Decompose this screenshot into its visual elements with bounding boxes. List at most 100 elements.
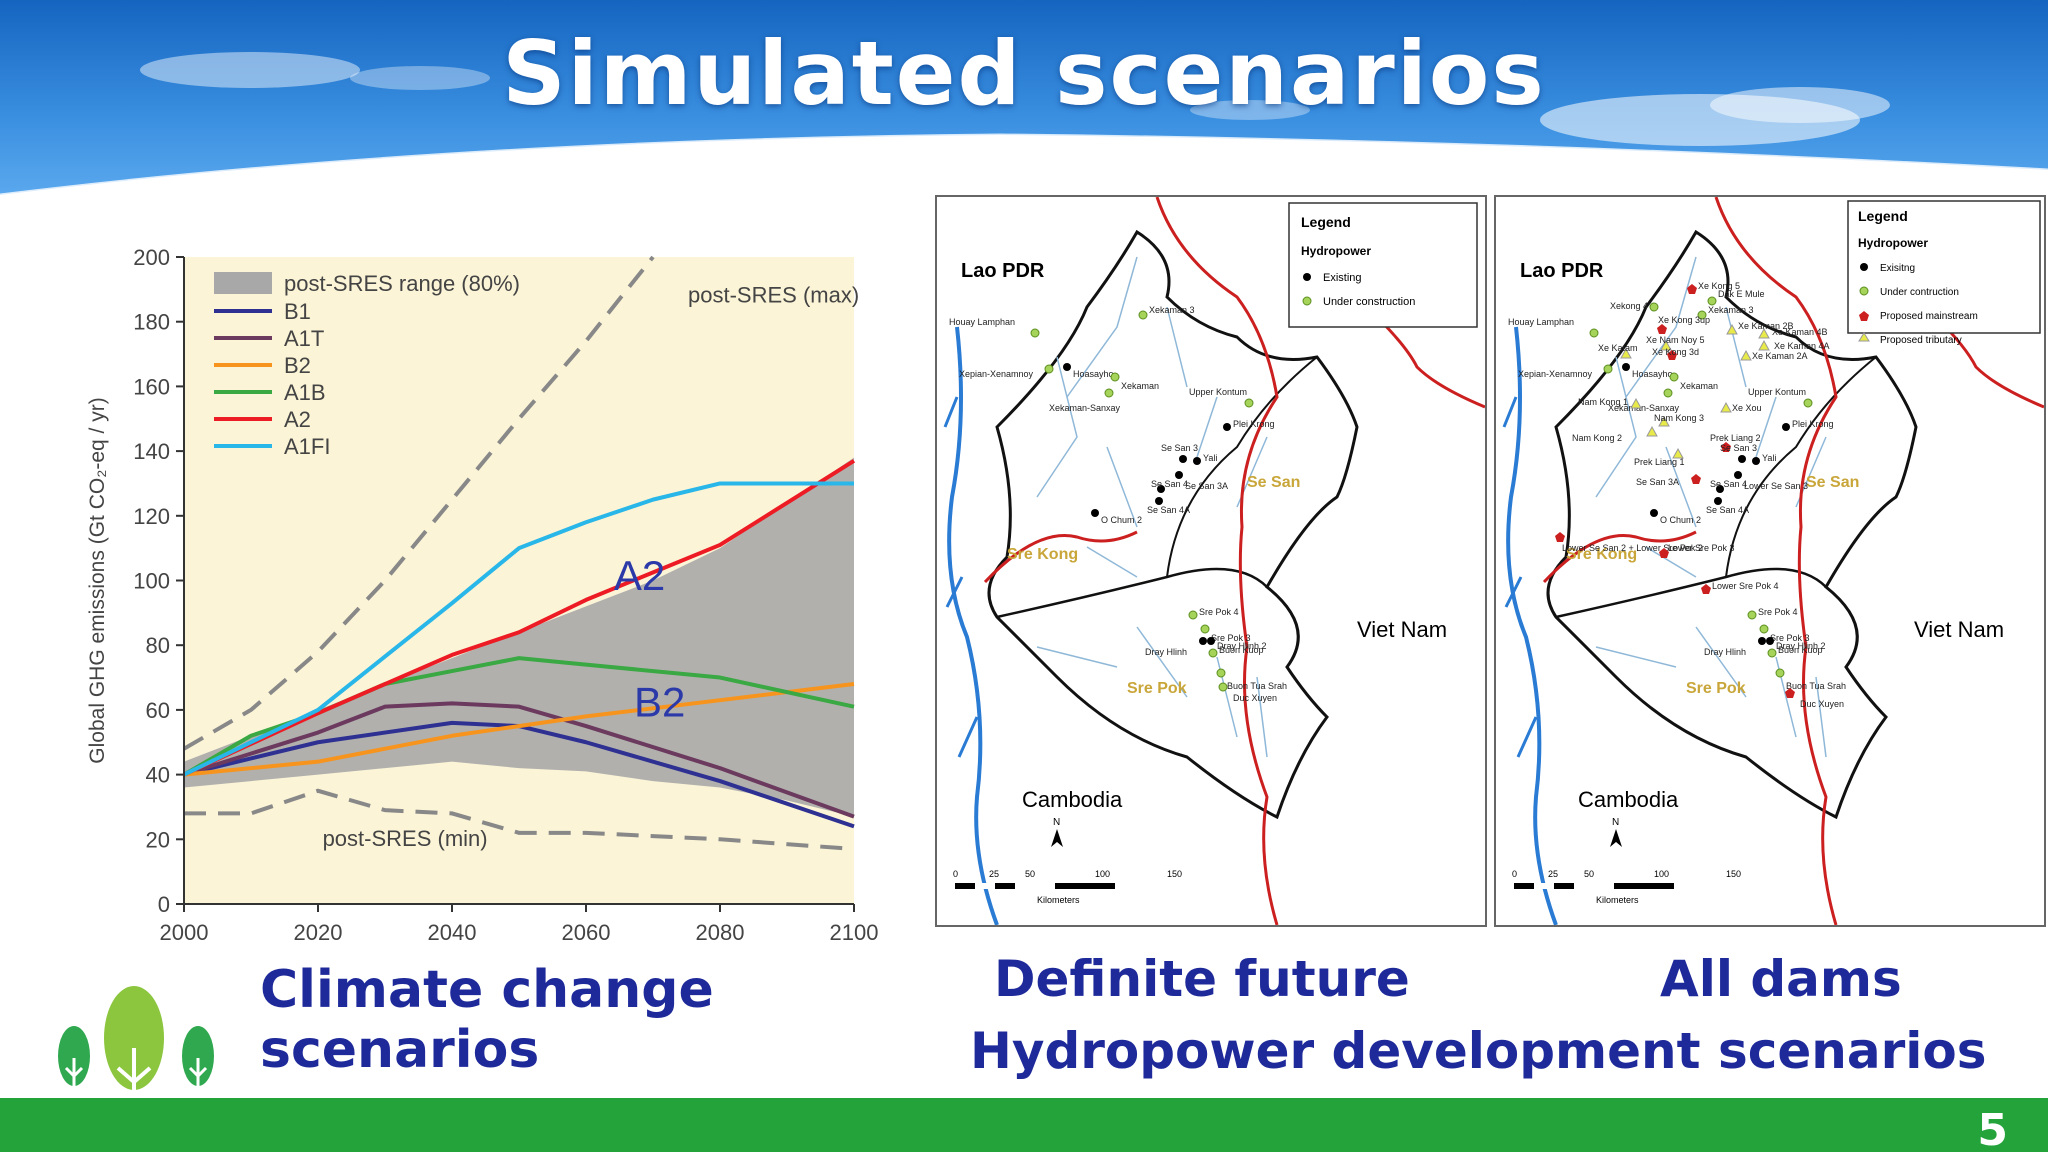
north-arrow-icon (1610, 829, 1622, 847)
dam-label: Lower Se San 2 + Lower Sre Pok 2 (1562, 543, 1703, 553)
dam-marker (1188, 610, 1198, 620)
river-label: Sre Kong (1007, 546, 1078, 563)
dam-marker (1672, 447, 1684, 459)
svg-text:25: 25 (989, 869, 999, 879)
footer-bar (0, 1098, 2048, 1152)
dam-marker (1775, 668, 1785, 678)
dam-marker (1716, 485, 1724, 493)
country-label: Lao PDR (1520, 260, 1604, 282)
dam-label: Nam Kong 1 (1578, 397, 1628, 407)
dam-label: Dray Hlinh (1145, 647, 1187, 657)
dam-marker (1157, 485, 1165, 493)
dam-label: Se San 3 (1720, 443, 1757, 453)
dam-marker (1663, 388, 1673, 398)
dam-marker (1669, 372, 1679, 382)
slide-title: Simulated scenarios (502, 22, 1546, 125)
dam-label: Yali (1203, 453, 1217, 463)
y-tick-label: 60 (146, 698, 170, 723)
mekong-river (1506, 326, 1558, 926)
dam-label: Duc Xuyen (1233, 693, 1277, 703)
dam-marker (1803, 398, 1813, 408)
svg-text:0: 0 (953, 869, 958, 879)
dam-label: Xe Kong 5 (1698, 281, 1740, 291)
dam-marker (1200, 624, 1210, 634)
legend-item: Under contruction (1880, 287, 1959, 298)
map-svg-all: Legend Hydropower Exisitng Under contruc… (1502, 196, 2045, 926)
dam-label: Dak E Mule (1718, 289, 1765, 299)
dam-label: Xekaman (1121, 381, 1159, 391)
dam-marker (1649, 302, 1659, 312)
dam-marker (1659, 548, 1669, 558)
y-tick-label: 80 (146, 633, 170, 658)
existing-dam-icon (1860, 263, 1868, 271)
header-banner: Simulated scenarios (0, 0, 2048, 200)
dam-label: Xe Kaman 4B (1772, 327, 1828, 337)
svg-text:100: 100 (1095, 869, 1110, 879)
sky-background (0, 0, 2048, 197)
dam-label: Se San 4 (1710, 479, 1747, 489)
legend-item: Proposed tributary (1880, 335, 1962, 346)
legend-item: Under construction (1323, 296, 1415, 308)
dam-marker (1044, 364, 1054, 374)
dam-label: Xepian-Xenamnoy (1518, 369, 1593, 379)
dam-marker (1721, 442, 1731, 452)
dam-label: Se San 4A (1706, 505, 1749, 515)
legend-label: B2 (284, 353, 311, 378)
y-tick-label: 0 (158, 892, 170, 917)
annotation-series-label: A2 (614, 552, 665, 599)
dam-label: Buon Kuop (1778, 645, 1823, 655)
legend-label: A1B (284, 380, 326, 405)
river-label: Sre Pok (1127, 680, 1187, 697)
caption-line: Climate change (260, 960, 714, 1020)
svg-text:0: 0 (1512, 869, 1517, 879)
map-definite-future: Legend Hydropower Existing Under constru… (935, 195, 1487, 927)
legend-subtitle: Hydropower (1301, 244, 1371, 258)
dam-label: Xe Kaman 2A (1752, 351, 1808, 361)
dam-marker (1766, 637, 1774, 645)
dam-label: Hoasayho (1073, 369, 1114, 379)
dam-marker (1589, 328, 1599, 338)
dam-marker (1720, 401, 1732, 413)
dam-marker (1701, 584, 1711, 594)
dam-label: Buon Kuop (1219, 645, 1264, 655)
mekong-river (947, 326, 999, 926)
dam-label: Xe Kaman 2B (1738, 321, 1794, 331)
y-tick-label: 180 (133, 310, 170, 335)
dam-label: O Chum 2 (1101, 515, 1142, 525)
dam-sites: Xekaman 3 Houay Lamphan Xepian-Xenamnoy Hoa… (949, 305, 1287, 703)
legend-item: Proposed mainstream (1880, 311, 1978, 322)
annotation-label: post-SRES (min) (323, 826, 488, 851)
dam-label: Buon Tua Srah (1786, 681, 1846, 691)
dam-marker (1193, 457, 1201, 465)
map-svg-definite: Legend Hydropower Existing Under constru… (943, 196, 1486, 926)
legend-label: B1 (284, 299, 311, 324)
dam-marker (1030, 328, 1040, 338)
caption-line: scenarios (260, 1020, 540, 1080)
country-label: Viet Nam (1914, 617, 2004, 642)
dam-marker (1726, 323, 1738, 335)
dam-marker (1646, 425, 1658, 437)
dam-marker (1155, 497, 1163, 505)
y-tick-label: 160 (133, 374, 170, 399)
dam-marker (1216, 668, 1226, 678)
dam-marker (1175, 471, 1183, 479)
dam-marker (1244, 398, 1254, 408)
dam-label: Lower Sre Pok 3 (1668, 543, 1735, 553)
x-tick-label: 2040 (428, 920, 477, 945)
dam-marker (1752, 457, 1760, 465)
dam-label: Xe Katam (1598, 343, 1638, 353)
dam-label: Prek Liang 2 (1710, 433, 1761, 443)
dam-label: Se San 3A (1185, 481, 1228, 491)
dam-marker (1747, 610, 1757, 620)
dam-marker (1104, 388, 1114, 398)
river-label: Se San (1806, 474, 1859, 491)
legend-title: Legend (1301, 214, 1351, 230)
series-line-a1b (182, 656, 855, 777)
dam-label: Se San 4A (1147, 505, 1190, 515)
svg-text:50: 50 (1584, 869, 1594, 879)
country-border (1714, 196, 1838, 926)
legend-item: Existing (1323, 272, 1362, 284)
dam-marker (1063, 363, 1071, 371)
dam-label: Dray Hlinh (1704, 647, 1746, 657)
